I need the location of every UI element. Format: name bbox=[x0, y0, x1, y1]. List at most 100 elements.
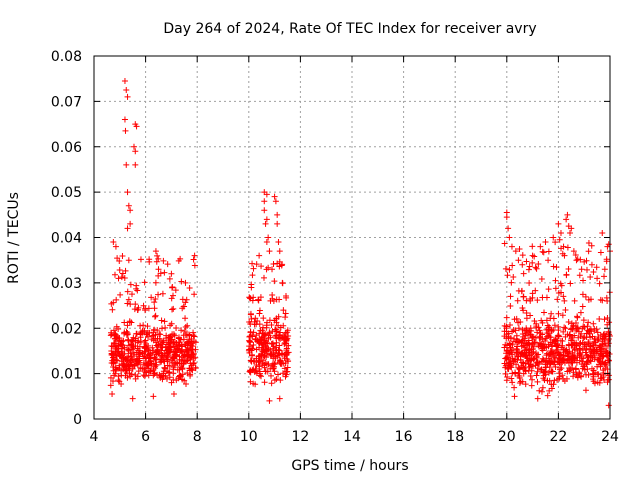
data-point bbox=[550, 381, 557, 388]
data-point bbox=[152, 295, 159, 302]
data-point bbox=[133, 282, 140, 289]
data-point bbox=[559, 372, 566, 379]
data-point bbox=[257, 352, 264, 359]
data-point bbox=[508, 347, 515, 354]
data-point bbox=[591, 380, 598, 387]
data-point bbox=[562, 325, 569, 332]
data-point bbox=[140, 302, 147, 309]
data-point bbox=[170, 305, 177, 312]
data-point bbox=[521, 351, 528, 358]
data-point bbox=[561, 324, 568, 331]
data-point bbox=[519, 326, 526, 333]
data-point bbox=[164, 261, 171, 268]
data-point bbox=[187, 372, 194, 379]
data-point bbox=[115, 373, 122, 380]
data-point bbox=[504, 374, 511, 381]
data-point bbox=[564, 352, 571, 359]
data-point bbox=[534, 395, 541, 402]
data-point bbox=[551, 358, 558, 365]
data-point bbox=[141, 339, 148, 346]
data-point bbox=[545, 332, 552, 339]
data-point bbox=[122, 127, 129, 134]
data-point bbox=[144, 323, 151, 330]
data-point bbox=[523, 258, 530, 265]
data-point bbox=[152, 335, 159, 342]
data-point bbox=[549, 368, 556, 375]
data-point bbox=[515, 348, 522, 355]
data-point bbox=[539, 294, 546, 301]
y-tick-label: 0.06 bbox=[51, 140, 82, 156]
data-point bbox=[261, 379, 268, 386]
data-point bbox=[263, 319, 270, 326]
data-point bbox=[125, 347, 132, 354]
data-point bbox=[261, 364, 268, 371]
data-point bbox=[531, 339, 538, 346]
data-point bbox=[141, 279, 148, 286]
data-point bbox=[569, 360, 576, 367]
data-point bbox=[115, 275, 122, 282]
data-point bbox=[567, 280, 574, 287]
data-point bbox=[554, 296, 561, 303]
data-point bbox=[515, 369, 522, 376]
data-point bbox=[509, 262, 516, 269]
data-point bbox=[282, 330, 289, 337]
data-point bbox=[252, 315, 259, 322]
data-point bbox=[265, 234, 272, 241]
data-point bbox=[587, 358, 594, 365]
data-point bbox=[261, 207, 268, 214]
data-point bbox=[277, 324, 284, 331]
x-tick-label: 12 bbox=[291, 429, 309, 445]
data-point bbox=[562, 333, 569, 340]
data-point bbox=[604, 297, 611, 304]
data-point bbox=[563, 357, 570, 364]
x-axis-label: GPS time / hours bbox=[291, 458, 408, 474]
data-point bbox=[544, 350, 551, 357]
data-point bbox=[269, 266, 276, 273]
data-point bbox=[533, 372, 540, 379]
data-point bbox=[563, 271, 570, 278]
data-point bbox=[115, 325, 122, 332]
data-point bbox=[506, 266, 513, 273]
data-point bbox=[135, 347, 142, 354]
data-point bbox=[508, 279, 515, 286]
data-point bbox=[597, 352, 604, 359]
data-point bbox=[132, 358, 139, 365]
data-point bbox=[550, 234, 557, 241]
data-point bbox=[146, 256, 153, 263]
data-point bbox=[557, 280, 564, 287]
data-point bbox=[112, 335, 119, 342]
data-point bbox=[556, 236, 563, 243]
data-point bbox=[539, 343, 546, 350]
data-point bbox=[183, 296, 190, 303]
data-point bbox=[523, 315, 530, 322]
data-point bbox=[557, 351, 564, 358]
data-point bbox=[248, 284, 255, 291]
data-point bbox=[168, 379, 175, 386]
data-point bbox=[113, 296, 120, 303]
data-point bbox=[259, 341, 266, 348]
data-point bbox=[573, 257, 580, 264]
data-point bbox=[181, 377, 188, 384]
data-point bbox=[578, 330, 585, 337]
y-axis-label: ROTI / TECUs bbox=[6, 192, 22, 284]
data-point bbox=[111, 271, 118, 278]
data-point bbox=[538, 317, 545, 324]
data-point bbox=[599, 358, 606, 365]
data-point bbox=[143, 331, 150, 338]
data-point bbox=[519, 337, 526, 344]
data-point bbox=[585, 328, 592, 335]
data-point bbox=[566, 331, 573, 338]
data-point bbox=[109, 351, 116, 358]
data-point bbox=[151, 313, 158, 320]
data-point bbox=[589, 340, 596, 347]
data-point bbox=[141, 373, 148, 380]
data-point bbox=[186, 367, 193, 374]
data-point bbox=[266, 330, 273, 337]
data-point bbox=[523, 297, 530, 304]
data-point bbox=[169, 338, 176, 345]
data-point bbox=[559, 312, 566, 319]
y-tick-label: 0.03 bbox=[51, 276, 82, 292]
data-point bbox=[115, 348, 122, 355]
data-point bbox=[121, 275, 128, 282]
data-point bbox=[141, 365, 148, 372]
